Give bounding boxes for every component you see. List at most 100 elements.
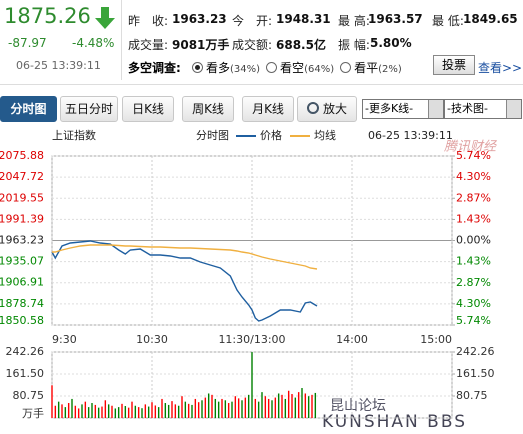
volume-bar <box>74 405 77 418</box>
volume-bar <box>201 400 203 418</box>
legend-label: 价格 <box>260 128 282 142</box>
volume-bar <box>91 403 93 418</box>
volume-bar <box>314 392 317 418</box>
y-tick-label: 242.26 <box>6 345 45 358</box>
volume-bar <box>277 393 280 418</box>
poll-option: 看空 <box>280 61 305 75</box>
tab[interactable]: 五日分时 <box>60 96 118 122</box>
select[interactable]: -更多K线- <box>362 99 444 119</box>
y2-tick-label: 1.43% <box>456 212 491 225</box>
y-tick-label: 2075.88 <box>0 149 44 162</box>
volume-bar <box>274 397 277 418</box>
volume-bar <box>87 407 90 418</box>
poll-pct: (64%) <box>304 64 335 75</box>
tab[interactable]: 月K线 <box>242 96 294 122</box>
volume-bar <box>177 405 180 418</box>
volume-bar <box>157 407 160 418</box>
volume-bar <box>311 394 313 418</box>
volume-bar <box>151 402 153 418</box>
stat-label: 成交量: <box>128 38 169 52</box>
volume-bar <box>247 394 250 418</box>
volume-bar <box>217 401 220 418</box>
volume-bar <box>307 396 310 418</box>
volume-bar <box>291 394 293 418</box>
stat-label: 最 高: <box>338 14 370 28</box>
y-tick-label: 万手 <box>22 406 44 420</box>
line-series <box>52 244 318 270</box>
radio[interactable] <box>266 62 278 73</box>
volume-bar <box>134 405 137 418</box>
separator <box>0 84 523 85</box>
volume-bar <box>124 406 127 418</box>
volume-bar <box>181 396 183 418</box>
volume-bar <box>297 392 300 418</box>
x-tick-label: 15:00 <box>420 333 452 346</box>
watermark: 腾讯财经 <box>444 140 498 155</box>
tab[interactable]: 周K线 <box>182 96 234 122</box>
volume-bar <box>127 407 130 418</box>
volume-bar <box>227 403 230 418</box>
volume-bar <box>94 404 97 418</box>
y2-tick-label: 4.30% <box>456 297 491 310</box>
chart-subtitle: 上证指数 <box>52 128 96 142</box>
volume-bar <box>107 404 110 418</box>
poll-options: 看多(34%) 看空(64%) 看平(2%) <box>186 59 402 76</box>
change-pct: -4.48% <box>72 36 115 50</box>
volume-bar <box>117 407 120 418</box>
volume-bar <box>81 404 83 418</box>
chart: 腾讯财经 昆山论坛 KUNSHAN BBS 2075.88 2047.72 2019… <box>0 128 498 432</box>
volume-bar <box>304 393 307 418</box>
chart-title: 分时图 <box>196 129 229 142</box>
radio[interactable] <box>340 62 352 73</box>
y-tick-label: 80.75 <box>13 389 45 402</box>
volume-bar <box>261 392 263 418</box>
volume-bar <box>244 397 247 418</box>
volume-bar <box>54 405 57 418</box>
stat-label: 振 幅: <box>338 38 370 52</box>
chart-time: 06-25 13:39:11 <box>368 129 453 142</box>
volume-bar <box>197 402 200 418</box>
volume-bar <box>101 406 103 418</box>
volume-bar <box>271 400 273 418</box>
y-tick-label: 1991.39 <box>0 212 44 225</box>
volume-bar <box>287 390 290 418</box>
x-tick-label: 10:30 <box>136 333 168 346</box>
volume-bar <box>224 400 227 418</box>
volume-bar <box>51 385 53 418</box>
volume-bar <box>187 403 190 418</box>
y2-tick-label: 5.74% <box>456 314 491 327</box>
volume-bar <box>77 408 80 418</box>
volume-bar <box>191 404 193 418</box>
line-series <box>51 240 318 322</box>
stat-value: 1849.65 <box>463 12 518 26</box>
price: 1875.26 <box>4 4 91 28</box>
volume-bar <box>241 400 243 418</box>
zoom-button[interactable]: 放大 <box>297 96 357 122</box>
tab[interactable]: 分时图 <box>0 96 57 122</box>
y-tick-label: 1906.91 <box>0 276 44 289</box>
volume-bar <box>64 407 67 418</box>
view-link[interactable]: 查看>> <box>478 61 523 75</box>
select[interactable]: -技术图- <box>444 99 522 119</box>
zoom-icon <box>306 102 319 114</box>
y2-tick-label: 0.00% <box>456 234 491 247</box>
stat-value: 1963.57 <box>368 12 423 26</box>
volume-bar <box>211 394 213 418</box>
volume-bar <box>67 403 70 418</box>
volume-bar <box>137 407 140 418</box>
volume-bar <box>257 401 260 418</box>
stat-value: 1948.31 <box>276 12 331 26</box>
y2-tick-label: 80.75 <box>456 389 488 402</box>
y-tick-label: 1850.58 <box>0 314 44 327</box>
radio[interactable] <box>192 62 203 73</box>
volume-bar <box>237 398 240 418</box>
stat-label: 成交额: <box>232 38 273 52</box>
stat-value: 9081万手 <box>172 38 230 52</box>
x-tick-label: 9:30 <box>52 333 77 346</box>
volume-bar <box>207 393 210 418</box>
quote-time: 06-25 13:39:11 <box>16 59 101 72</box>
vote-button[interactable]: 投票 <box>433 55 475 75</box>
poll-option: 看平 <box>354 61 379 75</box>
tab[interactable]: 日K线 <box>122 96 174 122</box>
